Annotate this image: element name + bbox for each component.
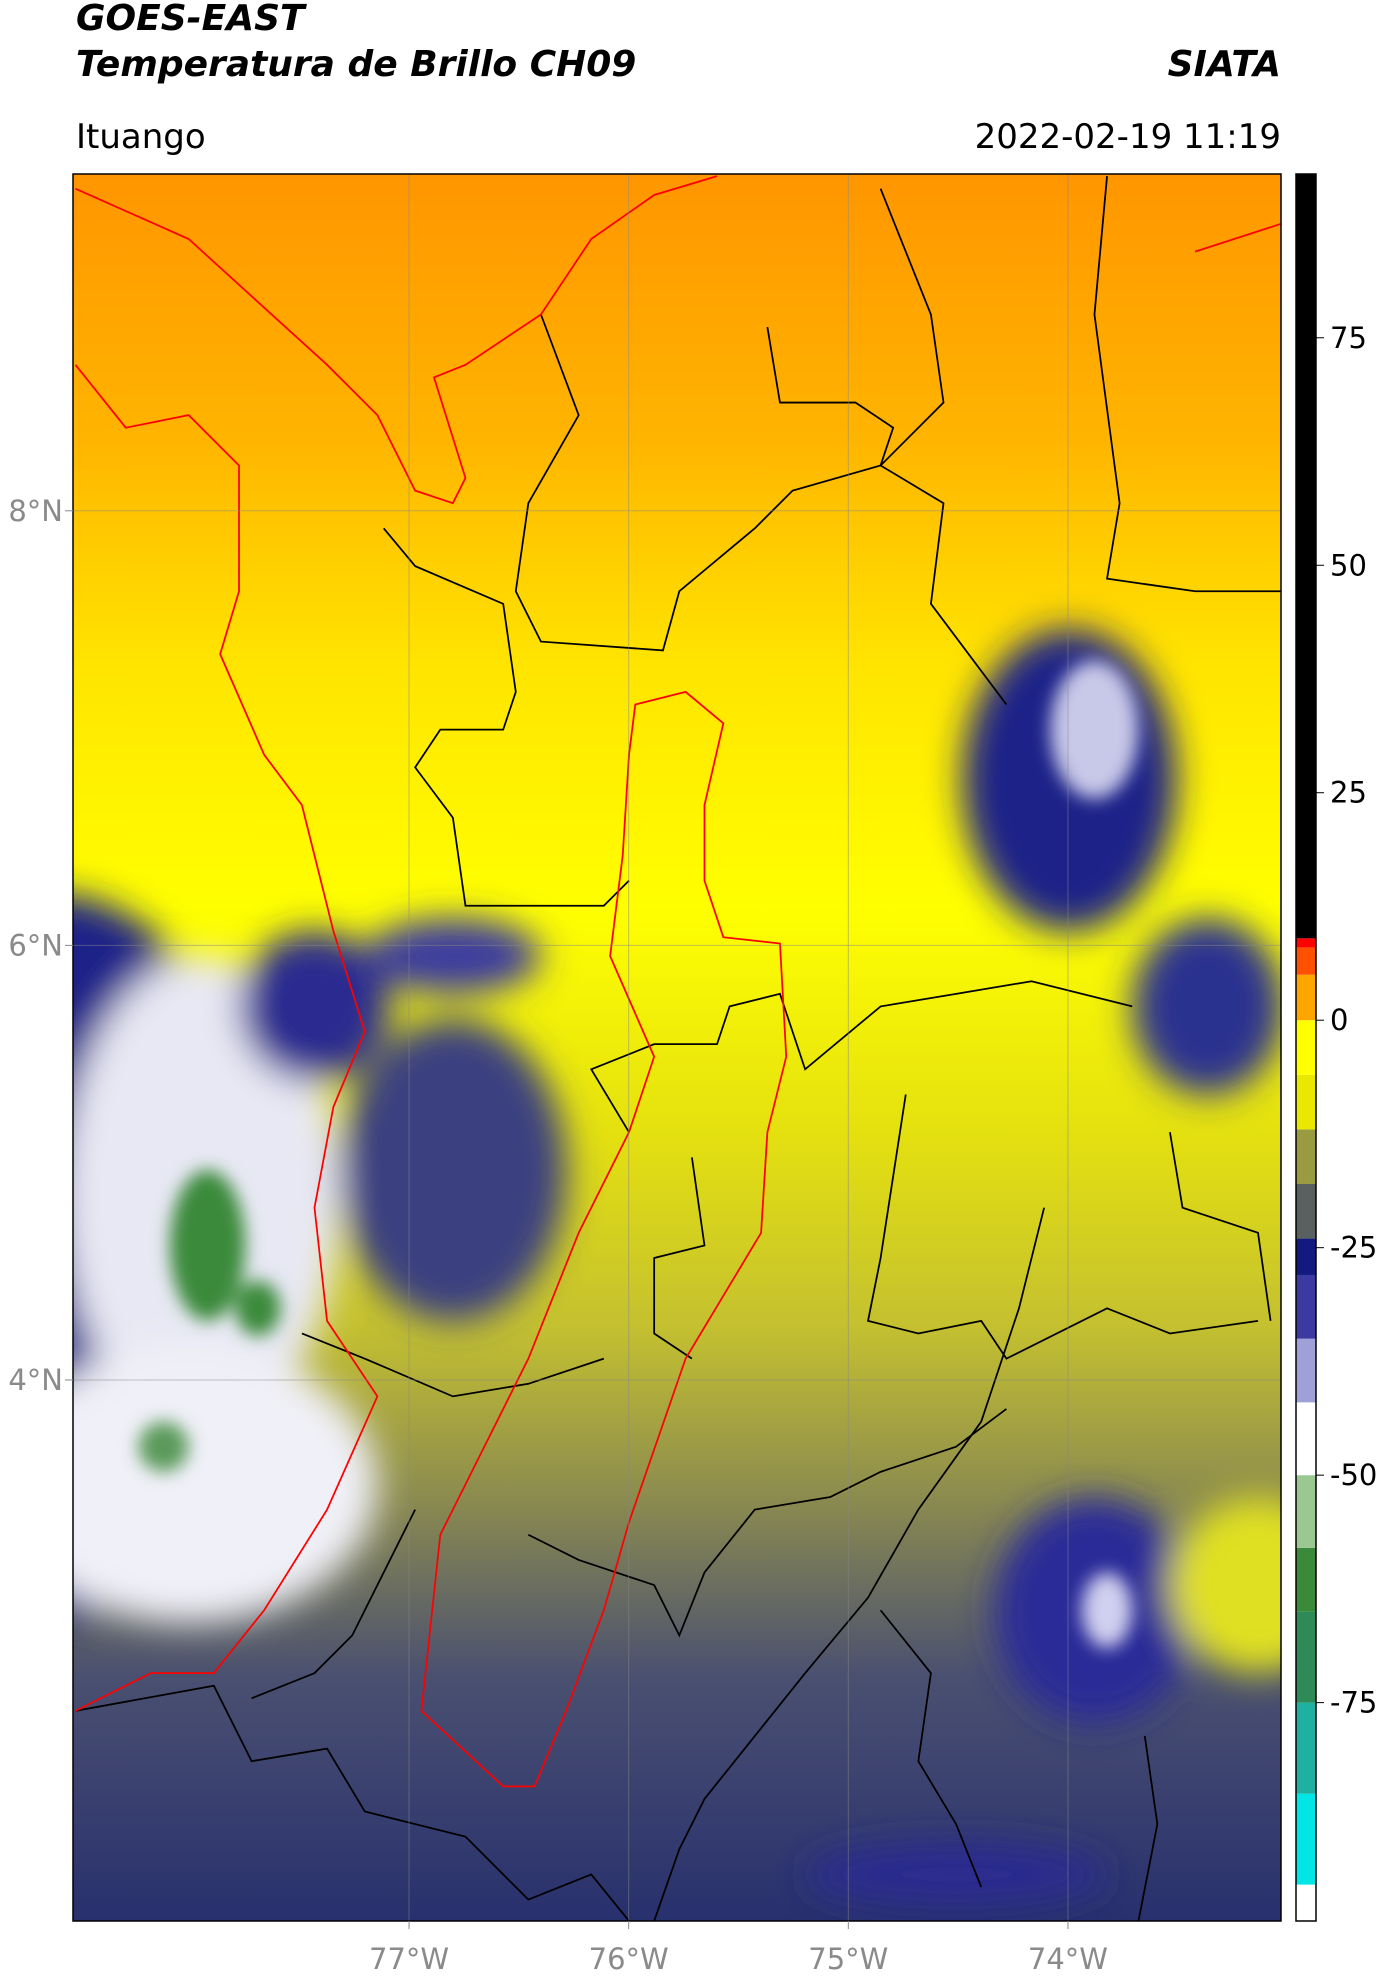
colorbar-tick-label: 25 bbox=[1330, 776, 1367, 810]
datetime: 2022-02-19 11:19 bbox=[975, 117, 1281, 157]
colorbar-segment bbox=[1296, 1338, 1316, 1403]
location: Ituango bbox=[76, 117, 206, 157]
subtitle: Temperatura de Brillo CH09 bbox=[76, 44, 636, 85]
title: GOES-EAST bbox=[76, 0, 307, 39]
colorbar-segment bbox=[1296, 1611, 1316, 1703]
admin-borders bbox=[75, 176, 1281, 1921]
colorbar-segment bbox=[1296, 1475, 1316, 1548]
colorbar-segment bbox=[1296, 1020, 1316, 1075]
colorbar-frame bbox=[1295, 173, 1317, 1922]
colorbar-segment bbox=[1296, 1074, 1316, 1130]
colorbar-tick-label: 75 bbox=[1330, 321, 1367, 355]
colorbar-segment bbox=[1296, 1793, 1316, 1885]
colorbar-segment bbox=[1296, 1274, 1316, 1339]
colorbar-segment bbox=[1296, 174, 1316, 939]
coastline-east bbox=[1194, 223, 1281, 253]
y-tick-label: 6°N bbox=[8, 928, 63, 962]
colorbar-tick-label: 0 bbox=[1330, 1003, 1348, 1037]
colorbar-tick-label: -50 bbox=[1330, 1458, 1377, 1492]
x-tick-label: 76°W bbox=[589, 1942, 669, 1976]
coastline-north bbox=[75, 175, 718, 505]
colorbar-tick-label: -25 bbox=[1330, 1231, 1377, 1265]
colorbar-segment bbox=[1296, 1547, 1316, 1612]
x-tick-label: 74°W bbox=[1028, 1942, 1108, 1976]
colorbar-segment bbox=[1296, 947, 1316, 975]
colorbar-segment bbox=[1296, 1129, 1316, 1184]
x-tick-label: 77°W bbox=[369, 1942, 449, 1976]
colorbar-tick-label: -75 bbox=[1330, 1686, 1377, 1720]
colorbar-segment bbox=[1296, 938, 1316, 948]
colorbar-tick-label: 50 bbox=[1330, 548, 1367, 582]
colorbar-segment bbox=[1296, 974, 1316, 1021]
coastline bbox=[74, 364, 379, 1712]
map-area bbox=[73, 174, 1281, 1921]
map-frame bbox=[72, 173, 1282, 1922]
colorbar-segment bbox=[1296, 1238, 1316, 1275]
y-tick-label: 8°N bbox=[8, 494, 63, 528]
x-tick-label: 75°W bbox=[808, 1942, 888, 1976]
colorbar-segment bbox=[1296, 1402, 1316, 1476]
source: SIATA bbox=[1168, 44, 1281, 85]
ituango-basin bbox=[420, 690, 788, 1788]
cloud-layer bbox=[73, 175, 1281, 1921]
y-tick-label: 4°N bbox=[8, 1363, 63, 1397]
colorbar-segment bbox=[1296, 1183, 1316, 1239]
colorbar-segment bbox=[1296, 1884, 1316, 1921]
colorbar-segment bbox=[1296, 1702, 1316, 1794]
